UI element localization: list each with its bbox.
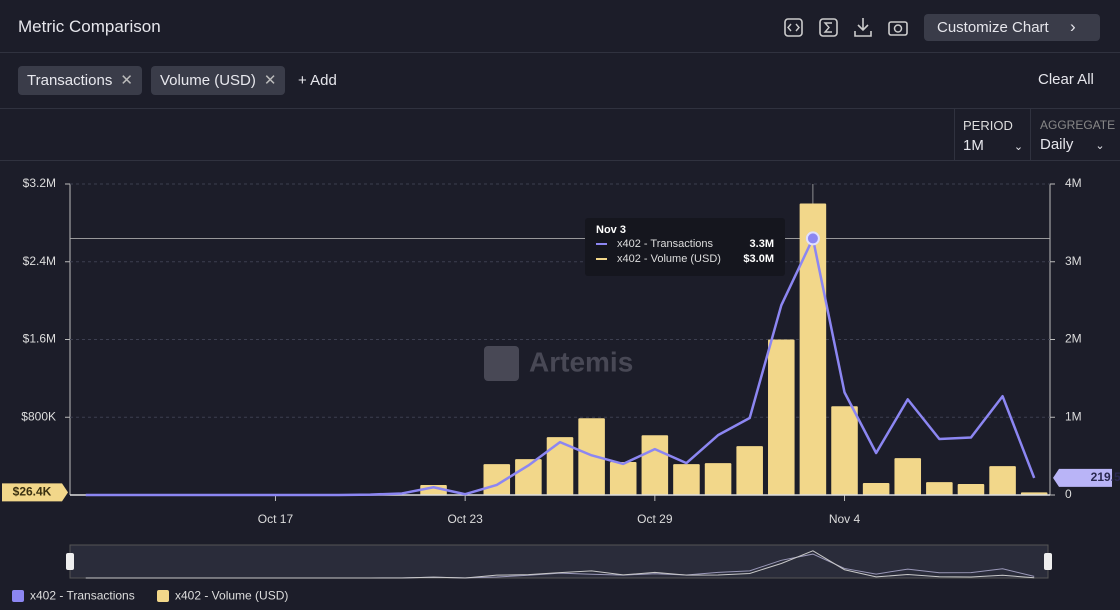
bar: [704, 463, 732, 495]
tooltip-series: x402 - Volume (USD): [617, 253, 721, 265]
add-button[interactable]: + Add: [298, 72, 337, 89]
aggregate-label: AGGREGATE: [1040, 118, 1116, 132]
bar: [926, 482, 953, 495]
y-tick-label: $800K: [21, 409, 56, 423]
bar: [989, 466, 1016, 495]
legend-label: x402 - Transactions: [30, 589, 135, 603]
bar: [736, 446, 763, 495]
period-label: PERIOD: [963, 118, 1013, 133]
bar: [546, 437, 574, 495]
last-value-label: $26.4K: [13, 485, 52, 499]
tooltip-value: $3.0M: [743, 253, 774, 265]
last-value-marker: [2, 483, 68, 502]
bar: [673, 464, 700, 495]
chip[interactable]: Transactions ✕: [18, 66, 142, 95]
period-select[interactable]: 1M ⌄: [963, 137, 1024, 154]
divider: [0, 52, 1120, 53]
chip[interactable]: Volume (USD) ✕: [151, 66, 286, 95]
watermark: Artemis: [484, 346, 633, 381]
y-tick-label: $2.4M: [23, 254, 56, 268]
clear-all[interactable]: Clear All: [1038, 71, 1094, 88]
divider: [0, 160, 1120, 161]
tooltip-title: Nov 3: [596, 224, 626, 236]
bar: [641, 435, 669, 495]
x-tick-label: Oct 23: [447, 512, 483, 526]
divider: [0, 108, 1120, 109]
navigator-line: [85, 550, 1035, 579]
aggregate-select[interactable]: Daily ⌄: [1040, 136, 1105, 153]
last-value-marker: [1053, 468, 1112, 487]
y-tick-label: $1.6M: [23, 332, 56, 346]
chip-label: Volume (USD): [160, 72, 256, 89]
tooltip: [585, 218, 785, 276]
tooltip-value: 3.3M: [750, 238, 774, 250]
y2-tick-label: 1M: [1065, 409, 1082, 423]
hover-point: [805, 231, 820, 246]
divider: [1030, 108, 1031, 160]
tooltip-series: x402 - Transactions: [617, 238, 713, 250]
watermark-text: Artemis: [529, 346, 633, 377]
bar: [831, 406, 858, 495]
customize-button[interactable]: Customize Chart ›: [924, 14, 1100, 41]
customize-label: Customize Chart: [937, 19, 1049, 36]
y2-tick-label: 3M: [1065, 254, 1082, 268]
bar: [799, 203, 827, 495]
x-tick-label: Nov 4: [829, 512, 861, 526]
bar: [768, 339, 795, 495]
divider: [954, 108, 955, 160]
legend-label: x402 - Volume (USD): [175, 589, 288, 603]
bar: [894, 458, 922, 495]
y2-tick-label: 0: [1065, 487, 1072, 501]
navigator-handle[interactable]: [66, 553, 74, 570]
y-tick-label: $3.2M: [23, 176, 56, 190]
page-title: Metric Comparison: [18, 17, 161, 36]
period-value: 1M: [963, 137, 984, 154]
legend-swatch: [157, 590, 169, 602]
last-value-label: 219.5K: [1091, 470, 1120, 484]
legend-swatch: [12, 590, 24, 602]
x-tick-label: Oct 29: [637, 512, 673, 526]
toolbar-icons[interactable]: [780, 14, 910, 42]
y2-tick-label: 2M: [1065, 332, 1082, 346]
bar: [609, 462, 637, 495]
aggregate-value: Daily: [1040, 136, 1074, 153]
chip-label: Transactions: [27, 72, 113, 89]
line: [85, 237, 1036, 497]
x-tick-label: Oct 17: [258, 512, 294, 526]
navigator-handle[interactable]: [1044, 553, 1052, 570]
chevron: ›: [1070, 17, 1076, 36]
bar: [957, 484, 985, 495]
y2-tick-label: 4M: [1065, 176, 1082, 190]
bar: [862, 483, 890, 495]
